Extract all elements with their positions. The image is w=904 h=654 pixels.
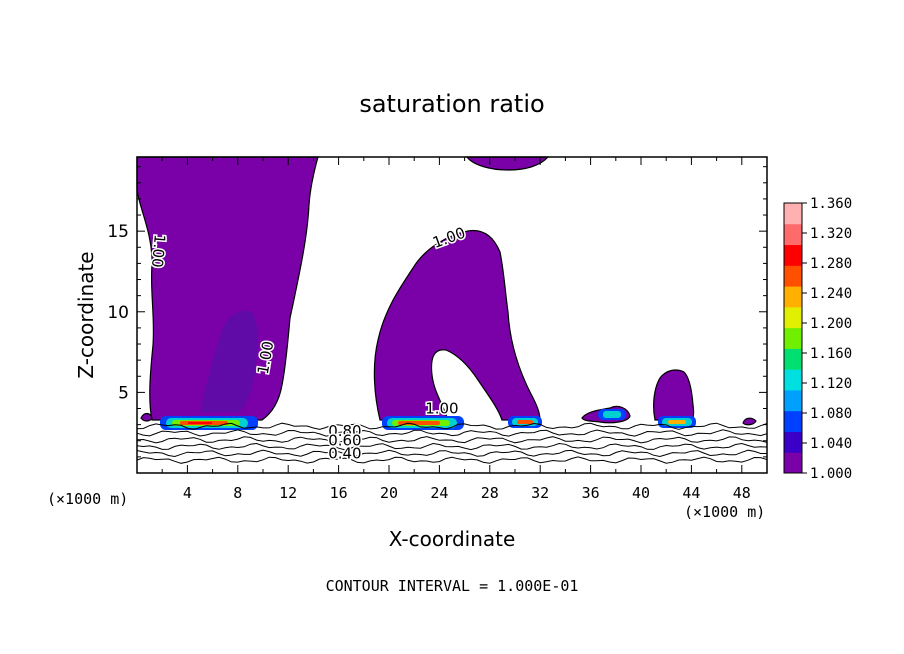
x-unit-label-right: (×1000 m) [684,503,765,521]
colorbar-frame [783,202,803,474]
base-contour-line [136,456,768,464]
colorbar-label: 1.120 [810,376,852,392]
base-contour-line [136,449,767,458]
base-contour-line [136,422,768,430]
colorbar-label: 1.280 [810,256,852,272]
contour-label: 1.00 [425,399,458,417]
colorbar-label: 1.360 [810,196,852,212]
x-tick-label: 12 [279,484,297,502]
right-cloud-region [653,369,695,421]
small-patch-48 [742,417,757,426]
colorbar-label: 1.160 [810,346,852,362]
x-tick-label: 24 [430,484,448,502]
x-axis-label: X-coordinate [389,527,516,551]
colorbar-label: 1.320 [810,226,852,242]
y-axis-ticks: 5 10 15 [107,166,767,458]
base-contour-line [136,442,768,451]
base-contour-line [136,429,768,437]
x-tick-label: 4 [183,484,192,502]
y-axis-label: Z-coordinate [74,251,98,378]
x-tick-label: 20 [380,484,398,502]
plot-frame [136,156,768,474]
base-contour-lines [136,422,768,464]
x-tick-label: 48 [733,484,751,502]
contour-label: 0.40 [328,444,361,462]
colorbar-swatch [784,431,802,453]
x-tick-label: 8 [233,484,242,502]
chart-title: saturation ratio [359,90,544,118]
colorbar-swatch [784,223,802,246]
y-tick-label: 5 [118,383,129,403]
colorbar-label: 1.000 [810,466,852,482]
x-tick-label: 36 [582,484,600,502]
contour-label: 1.00 [148,234,169,269]
band-middle [382,416,464,430]
colorbar-swatch [784,369,802,391]
x-tick-label: 40 [632,484,650,502]
contour-labels: 1.001.001.001.000.800.600.40 [146,222,469,464]
x-tick-label: 28 [481,484,499,502]
y-tick-label: 15 [107,222,129,242]
x-axis-ticks: 4 8 12 16 20 24 28 32 36 40 44 48 [161,157,751,502]
colorbar-swatch [784,327,802,349]
x-tick-label: 44 [682,484,700,502]
contour-label: 0.80 [328,422,361,440]
band-37 [598,409,626,420]
contour-label: 0.60 [328,432,361,450]
colorbar-swatch [784,452,802,474]
colorbar-swatch [784,410,802,432]
x-tick-label: 16 [330,484,348,502]
contour-interval-note: CONTOUR INTERVAL = 1.000E-01 [326,577,579,595]
colorbar-label: 1.080 [810,406,852,422]
x-tick-label: 32 [531,484,549,502]
colorbar-swatch [784,203,802,225]
x-unit-label-left: (×1000 m) [47,490,128,508]
colorbar-swatch [784,348,802,370]
colorbar-swatch [784,389,802,412]
colorbar-swatch [784,286,802,308]
y-tick-label: 10 [107,303,129,323]
inner-purple-region [200,310,258,412]
small-patch-1 [140,412,153,422]
colorbar-swatch [784,306,802,329]
colorbar-label: 1.200 [810,316,852,332]
middle-cloud-region [373,229,541,421]
colorbar-swatch [784,244,802,266]
left-cloud-region [136,156,319,421]
base-contour-line [136,436,768,444]
colorbar-label: 1.040 [810,436,852,452]
colorbar-label: 1.240 [810,286,852,302]
top-middle-region [465,156,550,171]
colorbar-swatch [784,265,802,287]
plot-area: 1.001.001.001.000.800.600.40 4 8 12 16 20 24 2… [107,156,768,502]
colorbar: 1.360 1.320 1.280 1.240 1.200 1.160 1.120 1.080… [783,196,852,482]
